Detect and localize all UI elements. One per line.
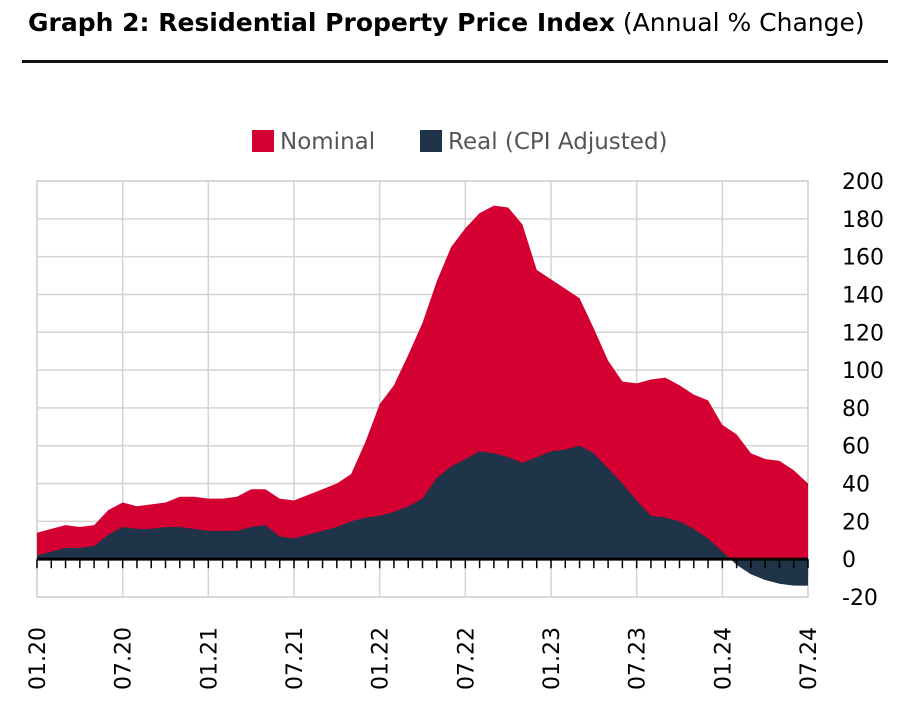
- chart-title-unit: (Annual % Change): [622, 8, 865, 37]
- chart-header: Graph 2: Residential Property Price Inde…: [22, 4, 888, 63]
- chart-title-main: Graph 2: Residential Property Price Inde…: [28, 8, 615, 37]
- x-tick-label: 01.21: [197, 627, 222, 690]
- x-axis-labels: 01.20 07.20 01.21 07.21 01.22 07.22 01.23 07.23…: [26, 627, 822, 690]
- x-tick-label: 01.22: [369, 627, 394, 690]
- y-tick-label: 120: [842, 321, 884, 346]
- x-tick-label: 01.23: [540, 627, 565, 690]
- y-tick-label: 200: [842, 170, 884, 195]
- y-tick-label: 0: [842, 548, 856, 573]
- x-tick-label: 07.21: [283, 627, 308, 690]
- legend-label-nominal: Nominal: [280, 129, 375, 155]
- x-tick-label: 07.20: [112, 627, 137, 690]
- chart-title: Graph 2: Residential Property Price Inde…: [28, 8, 865, 37]
- legend: Nominal Real (CPI Adjusted): [252, 129, 668, 155]
- series-areas: [37, 205, 808, 586]
- y-tick-label: 160: [842, 246, 884, 271]
- y-tick-label: 60: [842, 435, 870, 460]
- legend-swatch-nominal: [252, 130, 274, 152]
- y-tick-label: 180: [842, 208, 884, 233]
- legend-swatch-real: [420, 130, 442, 152]
- y-tick-label: 80: [842, 397, 870, 422]
- y-tick-label: -20: [842, 586, 878, 611]
- y-tick-label: 20: [842, 510, 870, 535]
- x-tick-label: 07.23: [626, 627, 651, 690]
- series-area-real-cpi-adjusted: [37, 445, 808, 586]
- y-tick-label: 140: [842, 283, 884, 308]
- x-tick-label: 01.20: [26, 627, 51, 690]
- x-axis: [36, 557, 809, 569]
- x-tick-label: 07.24: [797, 627, 822, 690]
- x-tick-label: 01.24: [711, 627, 736, 690]
- x-tick-label: 07.22: [454, 627, 479, 690]
- series-area-nominal: [37, 205, 808, 560]
- y-tick-label: 100: [842, 359, 884, 384]
- legend-label-real: Real (CPI Adjusted): [448, 129, 668, 155]
- y-tick-label: 40: [842, 473, 870, 498]
